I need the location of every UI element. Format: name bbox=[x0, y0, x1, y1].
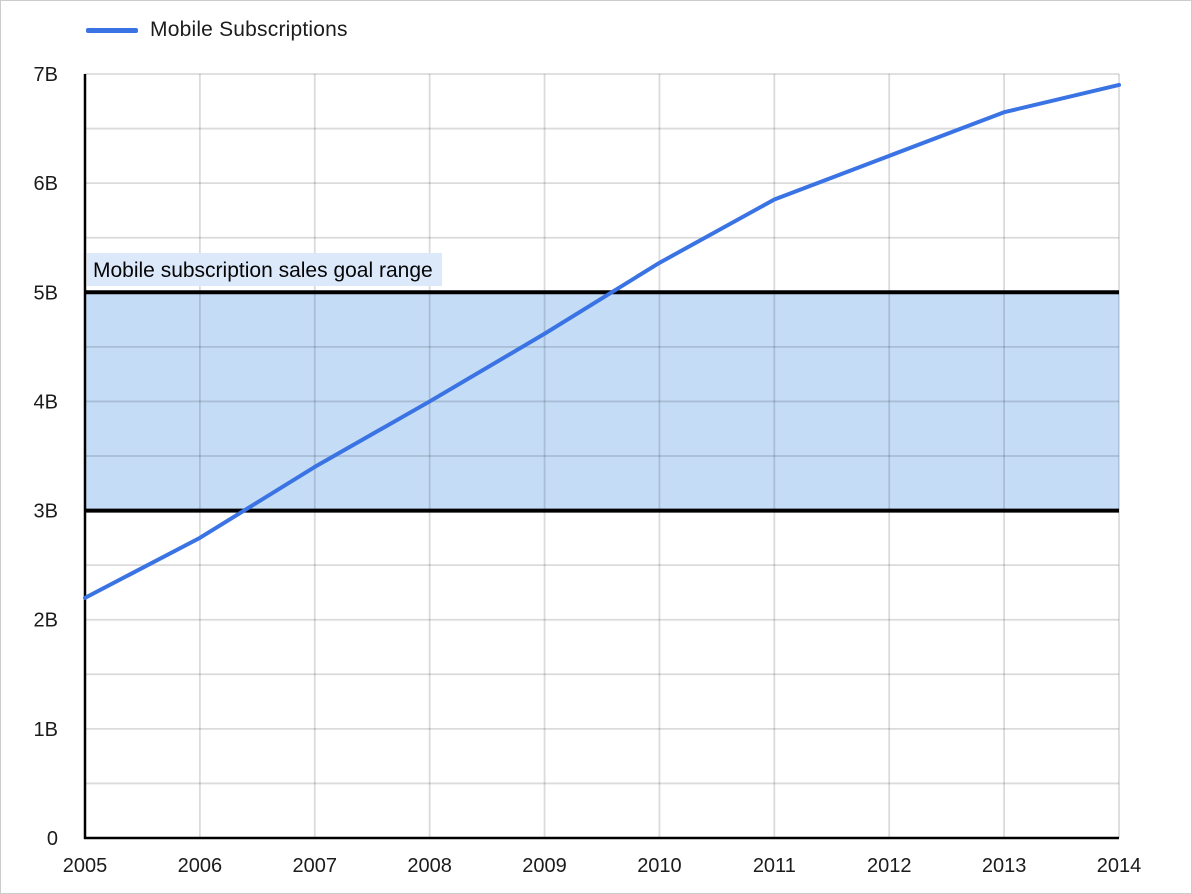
series-line bbox=[83, 82, 1121, 600]
x-tick-label: 2006 bbox=[178, 855, 223, 877]
x-tick-label: 2007 bbox=[293, 855, 338, 877]
x-tick-label: 2011 bbox=[753, 855, 796, 877]
x-tick-label: 2009 bbox=[522, 855, 567, 877]
legend-series-label: Mobile Subscriptions bbox=[150, 18, 348, 41]
y-tick-label: 2B bbox=[34, 610, 58, 632]
x-tick-label: 2005 bbox=[63, 855, 108, 877]
x-tick-label: 2010 bbox=[637, 855, 682, 877]
x-tick-label: 2008 bbox=[407, 855, 452, 877]
y-tick-label: 4B bbox=[34, 391, 58, 413]
y-tick-label: 6B bbox=[34, 173, 58, 195]
y-tick-label: 3B bbox=[34, 501, 58, 523]
legend-line-swatch bbox=[86, 27, 138, 33]
y-tick-label: 7B bbox=[34, 64, 58, 86]
y-tick-label: 0 bbox=[47, 828, 58, 850]
x-tick-label: 2012 bbox=[867, 855, 912, 877]
x-tick-label: 2013 bbox=[982, 855, 1027, 877]
x-tick-label: 2014 bbox=[1097, 855, 1142, 877]
y-tick-label: 1B bbox=[34, 719, 58, 741]
chart-legend: Mobile Subscriptions bbox=[86, 18, 348, 42]
goal-range-band-label: Mobile subscription sales goal range bbox=[87, 253, 442, 286]
y-tick-label: 5B bbox=[34, 282, 58, 304]
goal-range-band bbox=[85, 292, 1119, 511]
